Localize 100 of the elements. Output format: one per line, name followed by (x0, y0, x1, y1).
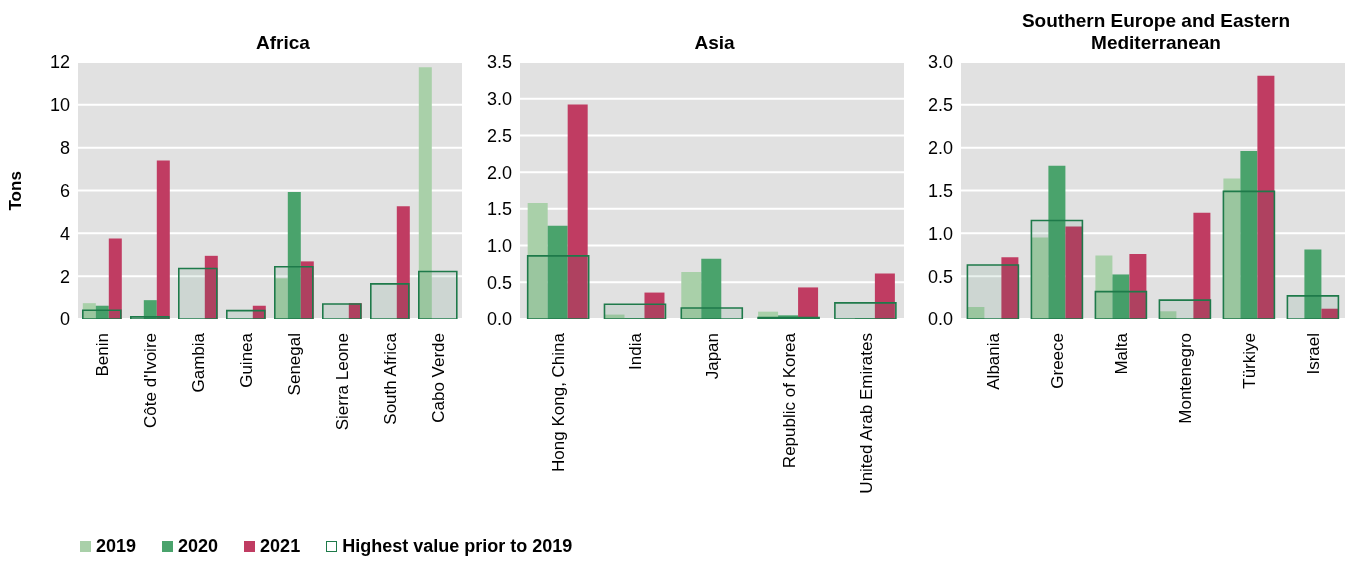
bar (680, 272, 701, 319)
bar (1223, 178, 1241, 319)
bar (777, 315, 798, 319)
bar (274, 278, 288, 319)
bar (108, 238, 122, 319)
bar (1158, 299, 1212, 319)
bar (156, 160, 170, 319)
x-tick-label: Republic of Korea (779, 332, 799, 469)
bar (300, 261, 314, 319)
x-tick-label: Malta (1112, 332, 1131, 375)
legend-label: 2021 (260, 536, 301, 557)
x-tick-label: Sierra Leone (333, 333, 352, 431)
y-tick-label: 2.0 (486, 162, 512, 183)
bar (226, 309, 266, 319)
bar (1304, 249, 1322, 319)
bar (966, 264, 1020, 319)
legend-label: 2019 (96, 536, 137, 557)
y-tick-label: 10 (49, 95, 70, 116)
bar (1159, 311, 1177, 319)
bar (322, 303, 362, 319)
y-tick-label: 3.0 (927, 52, 953, 73)
x-tick-label: Guinea (237, 332, 256, 388)
bar (370, 283, 410, 319)
y-tick-label: 1.5 (486, 199, 512, 220)
y-tick-label: 4 (59, 223, 70, 244)
x-tick-label: South Africa (381, 332, 400, 425)
x-tick-label: Senegal (285, 333, 304, 396)
y-tick-label: 2.5 (486, 125, 512, 146)
x-tick-label: Gambia (189, 332, 208, 393)
x-tick-label: Côte d'Ivoire (141, 333, 160, 428)
bar (287, 192, 301, 319)
bar (1095, 255, 1113, 319)
bar (757, 311, 778, 319)
y-tick-label: 8 (59, 138, 70, 159)
bar (1222, 190, 1276, 319)
y-tick-label: 3.5 (486, 52, 512, 73)
bar (82, 309, 122, 319)
y-tick-label: 0.5 (486, 272, 512, 293)
legend-label: 2020 (178, 536, 219, 557)
bar (1094, 290, 1148, 319)
x-tick-label: Cabo Verde (429, 333, 448, 423)
x-tick-label: Hong Kong, China (548, 332, 568, 472)
chart-title: Asia (694, 32, 735, 54)
bar (418, 270, 458, 319)
bar (603, 303, 666, 319)
y-tick-label: 6 (59, 180, 70, 201)
bar (143, 300, 157, 319)
bar (1001, 257, 1019, 319)
bar (1193, 212, 1211, 319)
x-tick-label: Benin (93, 333, 112, 377)
bar (1286, 295, 1340, 319)
bar (1065, 226, 1083, 319)
bar (567, 104, 588, 319)
x-tick-label: Montenegro (1176, 333, 1195, 424)
y-tick-label: 2 (59, 266, 70, 287)
bar (82, 303, 96, 319)
x-tick-label: Japan (702, 333, 722, 380)
bar (526, 255, 589, 319)
bar (874, 273, 895, 319)
x-tick-label: Türkiye (1240, 333, 1259, 389)
chart-title: Southern Europe and Eastern Mediterranean (1020, 10, 1292, 54)
x-tick-label: Israel (1304, 333, 1323, 375)
bar (700, 258, 721, 319)
x-tick-label: India (625, 332, 645, 370)
y-tick-label: 2.5 (927, 95, 953, 116)
chart-title: Africa (256, 32, 310, 54)
bar (1129, 253, 1147, 319)
bar (1112, 274, 1130, 319)
bar (967, 307, 985, 319)
y-tick-label: 0.0 (927, 309, 953, 330)
bar (204, 255, 218, 319)
bar (679, 307, 743, 319)
bar (178, 267, 218, 319)
bar (396, 206, 410, 319)
bar (274, 265, 314, 319)
bar (547, 225, 568, 319)
x-tick-label: United Arab Emirates (856, 333, 876, 494)
y-tick-label: 2.0 (927, 138, 953, 159)
bar (1031, 237, 1049, 319)
bar (1257, 75, 1275, 319)
bar (603, 314, 624, 319)
y-axis-title: Tons (6, 171, 26, 211)
bar (1048, 165, 1066, 319)
bar (1030, 219, 1084, 319)
bar (643, 292, 664, 319)
bar (527, 202, 548, 319)
bar (833, 302, 897, 319)
y-tick-label: 12 (49, 52, 70, 73)
bar (95, 305, 109, 319)
y-tick-label: 0.5 (927, 266, 953, 287)
x-tick-label: Albania (984, 332, 1003, 390)
y-tick-label: 1.5 (927, 180, 953, 201)
y-tick-label: 1.0 (486, 235, 512, 256)
x-tick-label: Greece (1048, 333, 1067, 389)
bar (1321, 308, 1339, 319)
bar (252, 305, 266, 319)
bar (1240, 151, 1258, 319)
y-tick-label: 0.0 (486, 309, 512, 330)
bar (348, 303, 362, 319)
y-tick-label: 1.0 (927, 223, 953, 244)
